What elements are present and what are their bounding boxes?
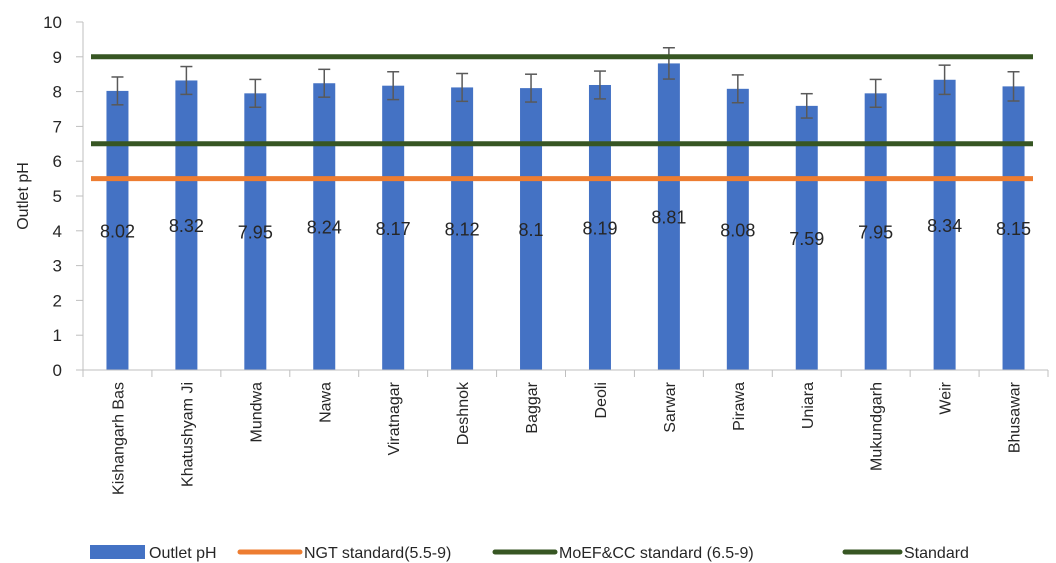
y-tick-label: 2 (53, 291, 62, 310)
error-bar (456, 72, 469, 103)
category-label: Weir (938, 381, 955, 414)
error-bar (593, 70, 606, 100)
category-label: Nawa (317, 382, 334, 423)
y-tick-label: 9 (53, 48, 62, 67)
error-bar (387, 71, 400, 101)
category-label: Mukundgarh (869, 382, 886, 471)
bar (588, 84, 611, 370)
legend: Outlet pH NGT standard(5.5-9) MoEF&CC stan… (90, 545, 969, 562)
bar (1002, 86, 1025, 370)
error-bar (938, 64, 951, 96)
data-label: 8.24 (307, 218, 342, 238)
y-tick-label: 3 (53, 257, 62, 276)
category-label: Sarwar (662, 381, 679, 432)
data-label: 7.95 (238, 223, 273, 243)
category-label: Bhusawar (1007, 381, 1024, 453)
bar (795, 105, 818, 371)
y-tick-label: 1 (53, 326, 62, 345)
bar (382, 85, 405, 371)
data-label: 8.1 (519, 220, 544, 240)
category-label: Deoli (593, 382, 610, 418)
bar (520, 88, 543, 371)
legend-label: Standard (904, 545, 969, 562)
category-labels: Kishangarh Bas Khatushyam Ji Mundwa Nawa Vir… (110, 381, 1023, 495)
data-label: 8.08 (720, 220, 755, 240)
category-label: Viratnagar (386, 381, 403, 455)
error-bar (111, 76, 124, 106)
error-bar (525, 73, 538, 103)
y-tick-label: 5 (53, 187, 62, 206)
data-label: 8.17 (376, 219, 411, 239)
legend-item: NGT standard(5.5-9) (237, 545, 451, 562)
y-tick-label: 10 (43, 13, 62, 32)
category-label: Uniara (800, 382, 817, 429)
error-bar (800, 92, 813, 119)
bar (313, 83, 336, 371)
category-label: Pirawa (731, 382, 748, 431)
y-tick-label: 6 (53, 152, 62, 171)
category-label: Deshnok (455, 381, 472, 445)
error-bar (1007, 71, 1020, 102)
error-bar (731, 74, 744, 104)
error-bars (111, 47, 1020, 119)
legend-label: NGT standard(5.5-9) (304, 545, 451, 562)
data-label: 8.02 (100, 221, 135, 241)
y-tick-label: 4 (53, 222, 62, 241)
error-bar (662, 47, 675, 80)
data-labels: 8.02 8.32 7.95 8.24 8.17 8.12 8.1 8.19 8.81 8.08 7… (100, 208, 1031, 249)
legend-item: Standard (842, 545, 969, 562)
error-bar (249, 78, 262, 109)
bar (726, 88, 749, 370)
bars (106, 63, 1025, 371)
bar (933, 79, 956, 370)
category-label: Mundwa (248, 382, 265, 443)
x-axis (82, 369, 1049, 377)
data-label: 8.81 (651, 208, 686, 228)
legend-label: MoEF&CC standard (6.5-9) (559, 545, 754, 562)
category-label: Kishangarh Bas (110, 382, 127, 495)
data-label: 8.32 (169, 216, 204, 236)
bar (864, 93, 887, 370)
y-tick-label: 8 (53, 83, 62, 102)
bar (106, 90, 129, 371)
data-label: 8.19 (582, 218, 617, 238)
data-label: 7.95 (858, 223, 893, 243)
error-bar (180, 65, 193, 96)
data-label: 8.12 (445, 220, 480, 240)
bar (451, 87, 474, 370)
legend-item: Outlet pH (90, 545, 217, 562)
bar (244, 93, 267, 370)
legend-label: Outlet pH (149, 545, 217, 562)
error-bar (869, 78, 882, 109)
y-axis-title: Outlet pH (15, 162, 32, 230)
category-label: Baggar (524, 381, 541, 433)
bar (175, 80, 198, 371)
legend-swatch (90, 545, 145, 559)
data-label: 7.59 (789, 229, 824, 249)
standard-lines (91, 54, 1033, 182)
data-label: 8.15 (996, 219, 1031, 239)
data-label: 8.34 (927, 216, 962, 236)
bar (657, 63, 680, 371)
y-axis-ticks: 0 1 2 3 4 5 6 7 8 9 10 (43, 13, 84, 380)
legend-item: MoEF&CC standard (6.5-9) (492, 545, 754, 562)
category-label: Khatushyam Ji (179, 382, 196, 487)
y-tick-label: 0 (53, 361, 62, 380)
y-tick-label: 7 (53, 117, 62, 136)
error-bar (318, 68, 331, 98)
